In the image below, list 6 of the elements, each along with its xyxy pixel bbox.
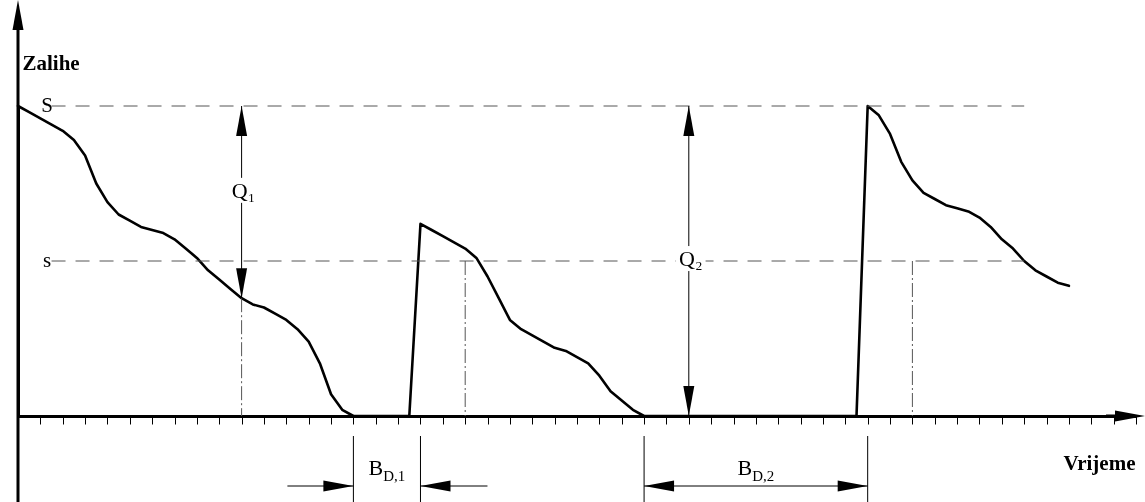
x-axis-title: Vrijeme	[1063, 450, 1136, 475]
ref-line-label: S	[41, 93, 53, 117]
annotation: Q₁	[231, 177, 256, 203]
y-axis-title: Zalihe	[22, 50, 80, 75]
ref-line-label: s	[42, 248, 52, 272]
annotation: Q₂	[679, 246, 703, 272]
